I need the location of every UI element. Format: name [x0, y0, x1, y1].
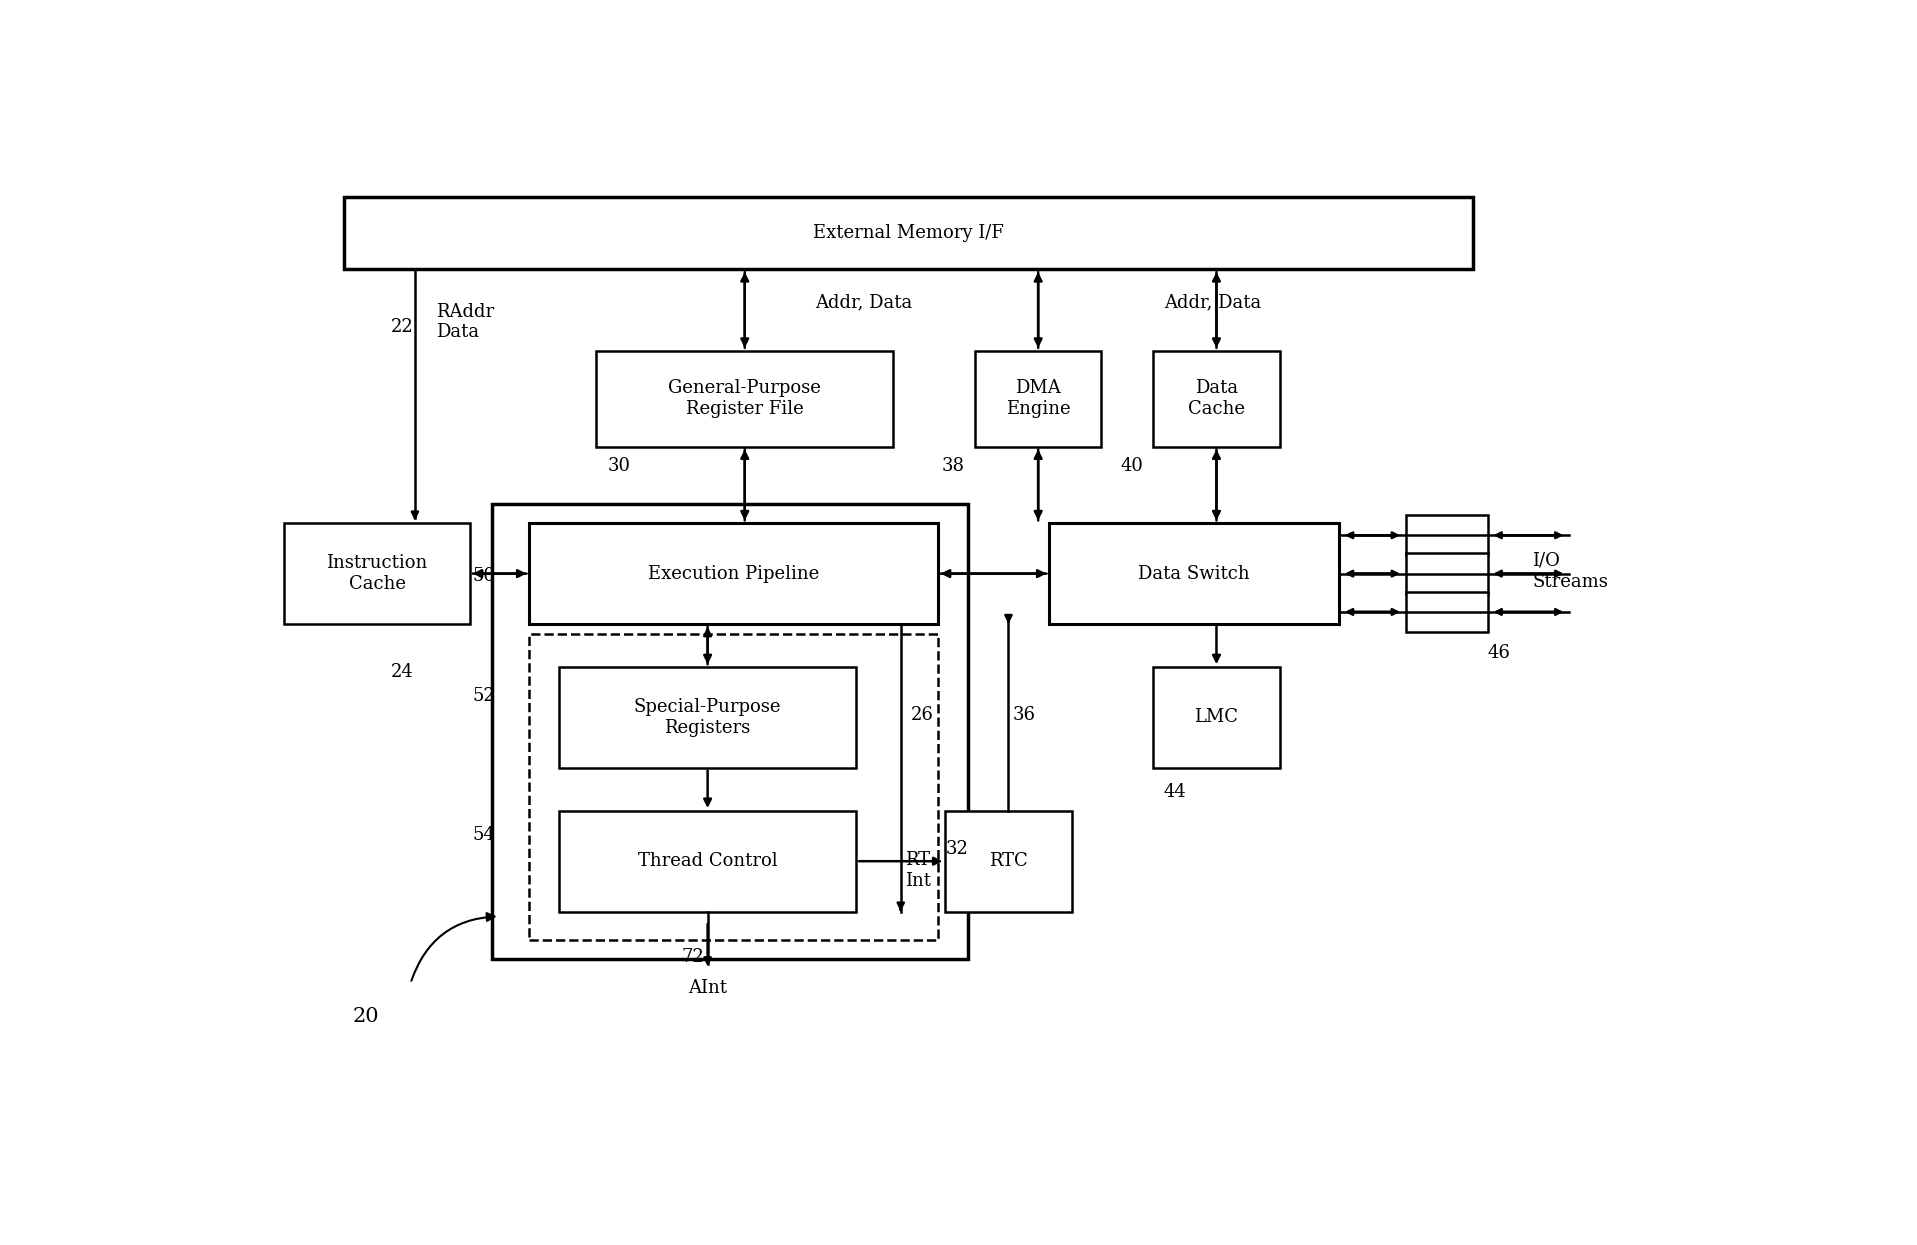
Text: Data
Cache: Data Cache — [1189, 380, 1244, 418]
Text: 20: 20 — [353, 1007, 380, 1026]
Text: Addr, Data: Addr, Data — [1164, 294, 1261, 311]
Text: 26: 26 — [911, 706, 934, 725]
Text: General-Purpose
Register File: General-Purpose Register File — [669, 380, 820, 418]
FancyBboxPatch shape — [284, 523, 470, 624]
FancyBboxPatch shape — [343, 198, 1472, 269]
Text: 38: 38 — [941, 457, 964, 474]
Text: 44: 44 — [1164, 783, 1187, 801]
Text: 46: 46 — [1488, 644, 1511, 661]
Text: Special-Purpose
Registers: Special-Purpose Registers — [635, 698, 782, 737]
Text: RT
Int: RT Int — [905, 850, 932, 890]
Text: 40: 40 — [1120, 457, 1143, 474]
Text: I/O
Streams: I/O Streams — [1532, 552, 1608, 590]
FancyBboxPatch shape — [560, 667, 857, 768]
Text: 52: 52 — [472, 687, 495, 705]
Text: 36: 36 — [1012, 706, 1035, 725]
FancyBboxPatch shape — [1405, 515, 1488, 555]
Text: External Memory I/F: External Memory I/F — [813, 224, 1005, 243]
Text: DMA
Engine: DMA Engine — [1006, 380, 1070, 418]
Text: RAddr
Data: RAddr Data — [435, 303, 495, 341]
FancyBboxPatch shape — [1405, 591, 1488, 632]
FancyBboxPatch shape — [1049, 523, 1340, 624]
Text: RTC: RTC — [989, 852, 1028, 870]
FancyArrowPatch shape — [412, 913, 495, 981]
Text: 50: 50 — [472, 566, 495, 585]
Text: 24: 24 — [391, 662, 414, 681]
FancyBboxPatch shape — [529, 634, 937, 940]
FancyBboxPatch shape — [529, 523, 937, 624]
Text: 22: 22 — [391, 317, 414, 336]
Text: 32: 32 — [945, 840, 968, 858]
Text: Execution Pipeline: Execution Pipeline — [648, 564, 819, 583]
Text: LMC: LMC — [1194, 708, 1238, 726]
Text: AInt: AInt — [688, 979, 727, 997]
Text: Instruction
Cache: Instruction Cache — [326, 554, 427, 593]
FancyBboxPatch shape — [560, 810, 857, 911]
Text: 30: 30 — [608, 457, 631, 474]
FancyBboxPatch shape — [596, 351, 893, 447]
FancyBboxPatch shape — [1405, 554, 1488, 594]
FancyBboxPatch shape — [976, 351, 1100, 447]
Text: 54: 54 — [472, 825, 495, 844]
FancyBboxPatch shape — [1154, 667, 1281, 768]
FancyBboxPatch shape — [945, 810, 1072, 911]
Text: Data Switch: Data Switch — [1139, 564, 1250, 583]
FancyBboxPatch shape — [493, 504, 968, 960]
FancyBboxPatch shape — [1154, 351, 1281, 447]
Text: Addr, Data: Addr, Data — [815, 294, 912, 311]
Text: 72: 72 — [681, 947, 704, 966]
Text: Thread Control: Thread Control — [638, 852, 778, 870]
